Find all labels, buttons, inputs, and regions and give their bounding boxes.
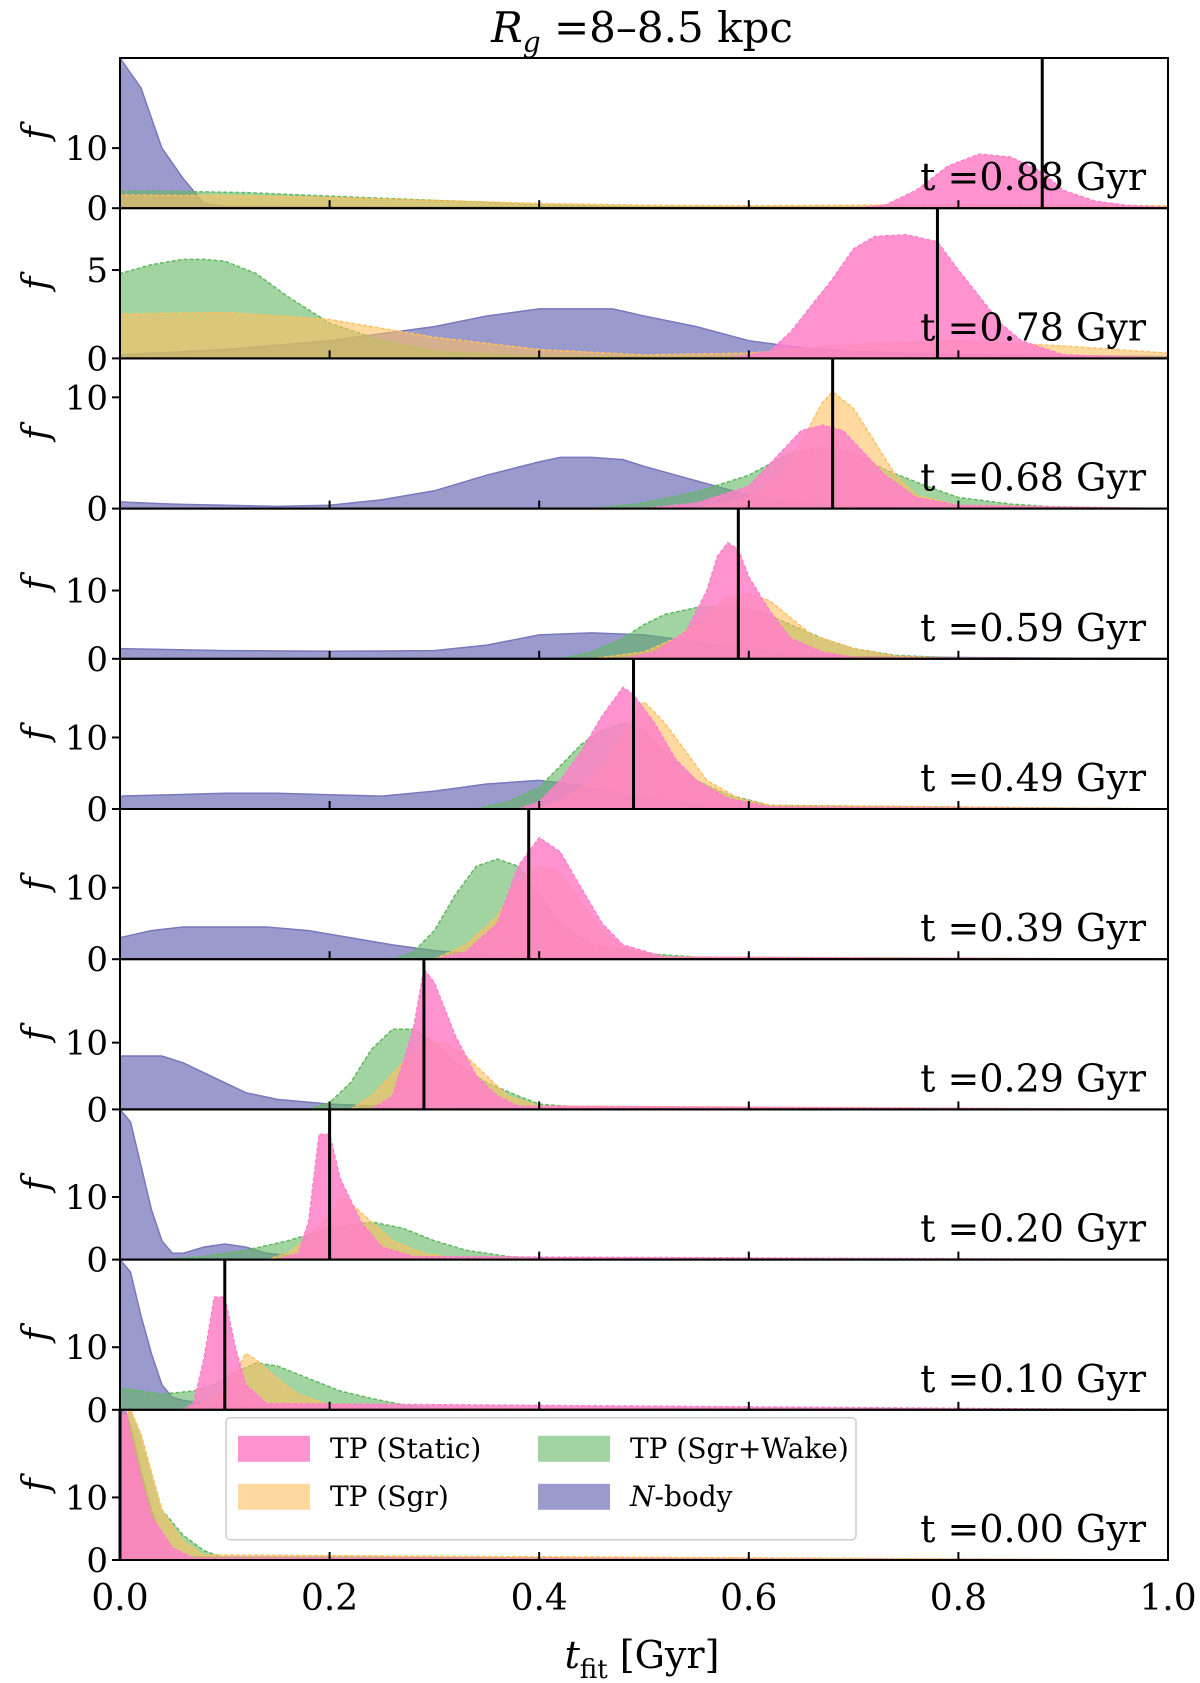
time-label: t =0.00 Gyr (920, 1507, 1147, 1551)
panel-areas (120, 967, 1168, 1110)
legend-swatch-static (238, 1435, 310, 1462)
title-subscript: g (523, 26, 541, 59)
area-static (181, 1296, 1168, 1410)
time-label: t =0.78 Gyr (920, 305, 1147, 349)
x-tick-label: 1.0 (1139, 1578, 1196, 1619)
legend-swatch-sgr (238, 1483, 310, 1510)
y-axis-label: f (16, 271, 57, 293)
x-tick-label: 0.8 (930, 1578, 987, 1619)
panel-2: 0 10 f t =0.68 Gyr (16, 357, 1169, 530)
legend-label-text: -body (655, 1480, 733, 1513)
panel-frame (119, 1408, 1169, 1562)
y-tick-label: 0 (86, 640, 108, 680)
y-tick-label: 10 (65, 129, 108, 169)
y-tick-label: 0 (86, 940, 108, 980)
legend-swatch-nbody (538, 1483, 610, 1510)
y-axis-label: f (16, 1172, 57, 1194)
legend-label-nbody: N-body (629, 1480, 733, 1513)
y-axis-label: f (16, 121, 57, 143)
x-tick-labels: 0.0 0.2 0.4 0.6 0.8 1.0 (91, 1578, 1196, 1619)
y-tick-label: 0 (86, 790, 108, 830)
panel-0: 0 10 f t =0.88 Gyr (16, 57, 1169, 229)
y-tick-label: 0 (86, 1241, 108, 1281)
y-tick-label: 5 (86, 251, 108, 291)
area-static (434, 836, 1168, 960)
x-tick-label: 0.6 (720, 1578, 777, 1619)
y-axis-label: f (16, 571, 57, 593)
y-tick-label: 10 (65, 1478, 108, 1518)
y-tick-label: 0 (86, 1391, 108, 1431)
panel-9: 0 10 f t =0.00 Gyr (16, 1408, 1169, 1581)
area-static (120, 1409, 1168, 1561)
y-tick-label: 10 (65, 1178, 108, 1218)
panel-areas (120, 233, 1168, 359)
time-label: t =0.88 Gyr (920, 155, 1147, 199)
panel-7: 0 10 f t =0.20 Gyr (16, 1108, 1169, 1281)
y-tick-label: 10 (65, 1024, 108, 1064)
area-static (370, 967, 1168, 1110)
legend-label-static: TP (Static) (330, 1432, 481, 1465)
y-tick-label: 0 (86, 339, 108, 379)
y-axis-label: f (16, 1022, 57, 1044)
panel-3: 0 10 f t =0.59 Gyr (16, 507, 1169, 680)
y-tick-label: 10 (65, 869, 108, 909)
y-tick-label: 0 (86, 189, 108, 229)
x-axis-label: tfit [Gyr] (565, 1633, 720, 1683)
y-tick-label: 10 (65, 378, 108, 418)
panel-4: 0 10 f t =0.49 Gyr (16, 657, 1169, 830)
legend-label-text: TP (Sgr) (330, 1480, 449, 1513)
area-sgr (120, 194, 1168, 209)
legend-label-sgr: TP (Sgr) (330, 1480, 449, 1513)
panel-areas (120, 836, 1168, 960)
y-tick-label: 10 (65, 572, 108, 612)
panel-5: 0 10 f t =0.39 Gyr (16, 808, 1169, 980)
y-tick-label: 0 (86, 1541, 108, 1581)
time-label: t =0.39 Gyr (920, 906, 1147, 950)
area-static (727, 233, 1168, 359)
time-label: t =0.20 Gyr (920, 1207, 1147, 1251)
legend-label-wake: TP (Sgr+Wake) (630, 1432, 849, 1465)
area-static (276, 1133, 1168, 1260)
panel-8: 0 10 f t =0.10 Gyr (16, 1258, 1169, 1431)
area-static (622, 541, 1168, 659)
y-axis-label: f (16, 722, 57, 744)
time-label: t =0.59 Gyr (920, 606, 1147, 650)
x-label-subscript: fit (580, 1655, 608, 1683)
time-label: t =0.49 Gyr (920, 756, 1147, 800)
legend-label-text: TP (Sgr+Wake) (630, 1432, 849, 1465)
panel-areas (120, 686, 1168, 809)
y-axis-label: f (16, 1473, 57, 1495)
y-tick-label: 0 (86, 1090, 108, 1130)
time-label: t =0.10 Gyr (920, 1357, 1147, 1401)
x-label-symbol: t (565, 1633, 581, 1677)
time-label: t =0.68 Gyr (920, 456, 1147, 500)
time-label: t =0.29 Gyr (920, 1056, 1147, 1100)
legend-label-text: TP (Static) (330, 1432, 481, 1465)
title-range: =8–8.5 kpc (541, 3, 793, 52)
x-tick-label: 0.2 (301, 1578, 358, 1619)
legend-swatch-wake (538, 1435, 610, 1462)
x-label-unit: [Gyr] (608, 1633, 720, 1677)
title-r-symbol: R (490, 3, 523, 52)
figure-title: Rg =8–8.5 kpc (490, 3, 793, 59)
panel-areas (120, 58, 1168, 209)
y-axis-label: f (16, 421, 57, 443)
legend: TP (Static) TP (Sgr+Wake) TP (Sgr) N-body (225, 1417, 857, 1541)
y-tick-label: 10 (65, 718, 108, 758)
y-axis-label: f (16, 872, 57, 894)
y-tick-label: 10 (65, 1328, 108, 1368)
y-axis-label: f (16, 1322, 57, 1344)
panel-6: 0 10 f t =0.29 Gyr (16, 958, 1169, 1130)
panel-1: 0 5 f t =0.78 Gyr (16, 207, 1169, 379)
y-tick-label: 0 (86, 490, 108, 530)
area-static (517, 686, 1168, 809)
legend-label-italic: N (629, 1480, 656, 1513)
x-tick-label: 0.4 (511, 1578, 568, 1619)
legend-box (225, 1417, 857, 1541)
x-tick-label: 0.0 (91, 1578, 148, 1619)
panel-areas (120, 541, 1168, 659)
